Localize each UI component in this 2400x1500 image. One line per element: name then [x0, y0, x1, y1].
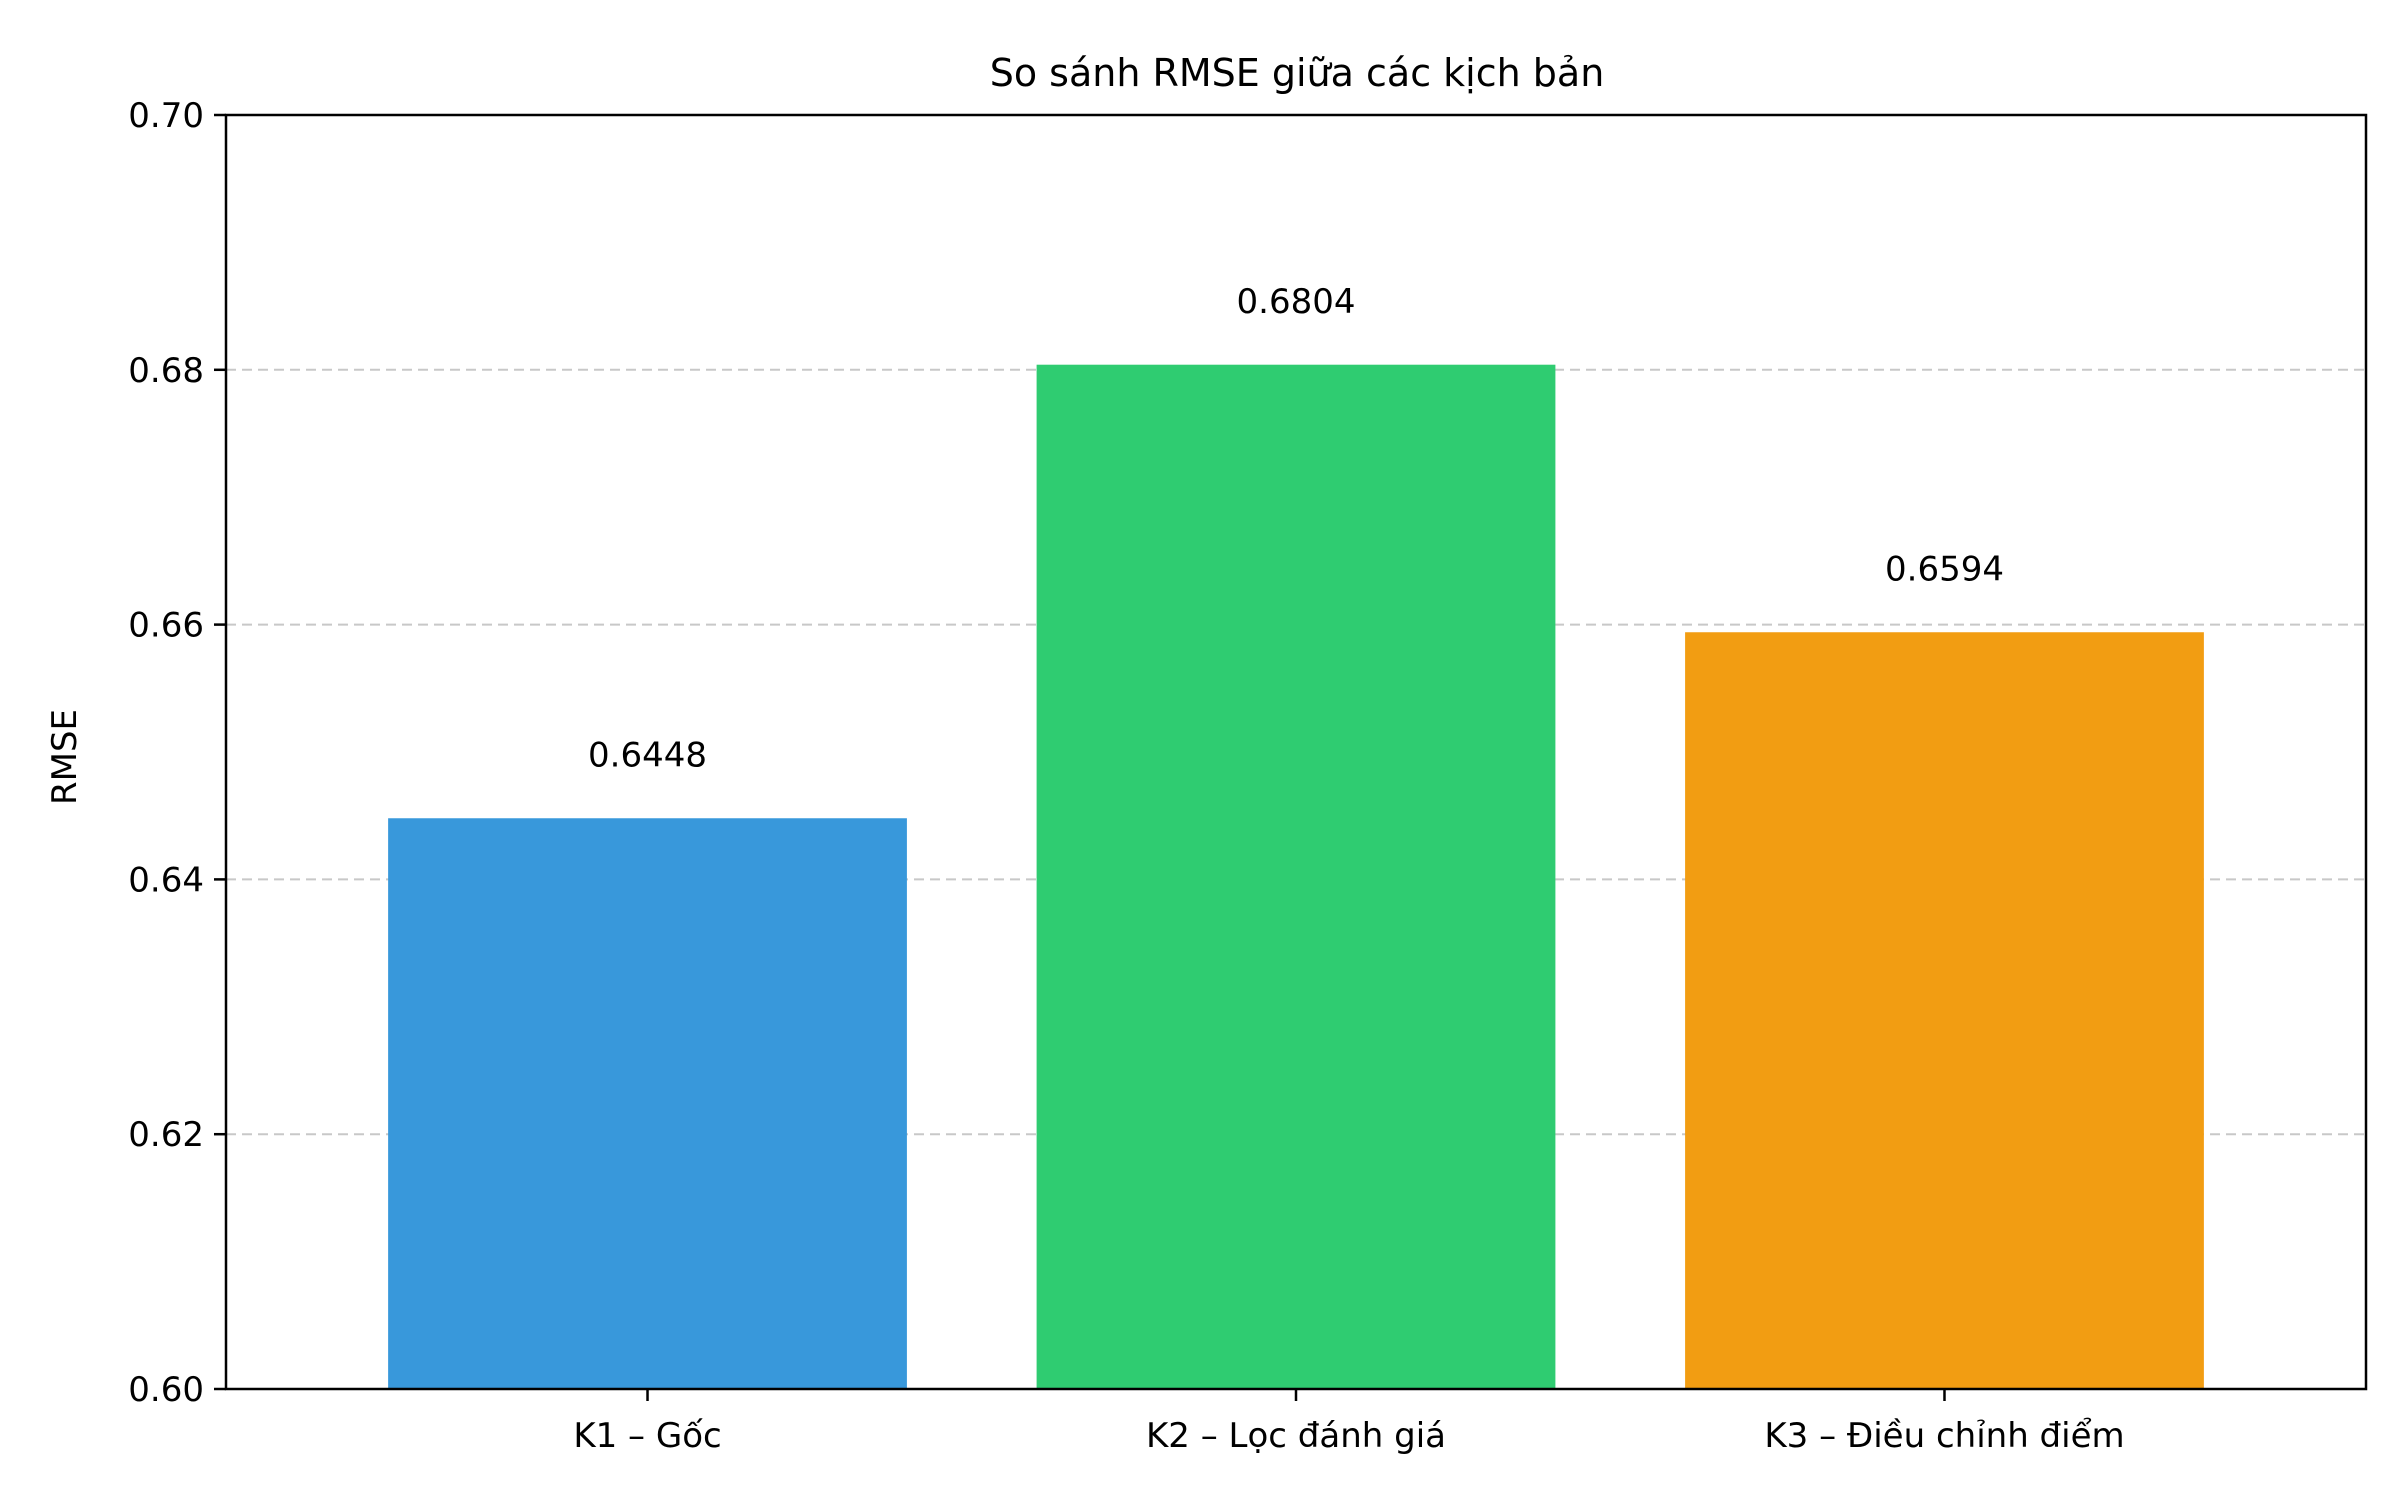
y-axis-ticks: 0.60 0.62 0.64 0.66 0.68 0.70: [128, 96, 226, 1410]
x-tick-label: K1 – Gốc: [573, 1416, 721, 1456]
bar-value-label: 0.6804: [1237, 282, 1356, 322]
bar: [388, 818, 907, 1389]
bar: [1036, 364, 1556, 1390]
x-tick-label: K3 – Điều chỉnh điểm: [1764, 1416, 2124, 1456]
bar: [1685, 632, 2204, 1389]
data-labels: 0.6448 0.6804 0.6594: [588, 282, 2004, 776]
x-tick-label: K2 – Lọc đánh giá: [1146, 1416, 1446, 1456]
bar-value-label: 0.6594: [1885, 550, 2004, 590]
y-tick-label: 0.70: [128, 96, 204, 136]
y-tick-label: 0.64: [128, 860, 204, 900]
bars: [388, 364, 2204, 1390]
chart-title: So sánh RMSE giữa các kịch bản: [990, 51, 1605, 95]
y-tick-label: 0.68: [128, 351, 204, 391]
y-tick-label: 0.62: [128, 1115, 204, 1155]
y-axis-label: RMSE: [45, 709, 85, 805]
y-tick-label: 0.66: [128, 606, 204, 646]
y-tick-label: 0.60: [128, 1370, 204, 1410]
bar-value-label: 0.6448: [588, 736, 707, 776]
x-axis-ticks: K1 – Gốc K2 – Lọc đánh giá K3 – Điều chỉnh…: [573, 1389, 2125, 1456]
